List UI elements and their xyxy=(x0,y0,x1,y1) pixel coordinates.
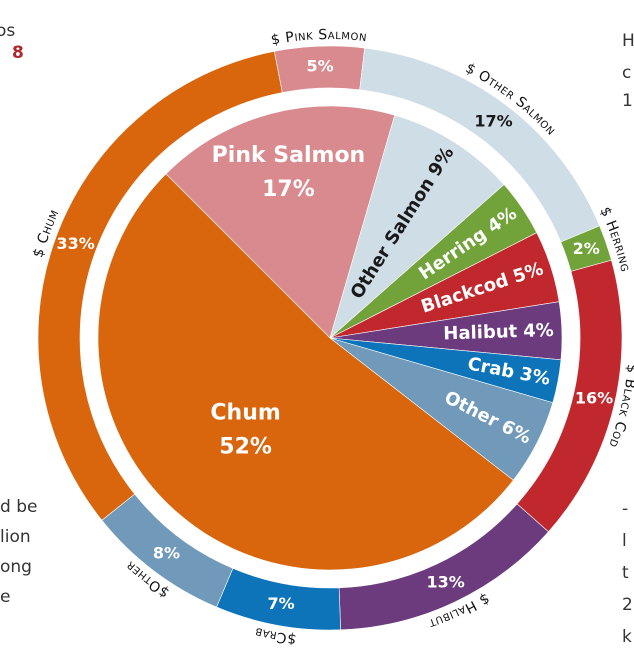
donut-segment xyxy=(37,51,283,521)
fragment: k xyxy=(622,627,632,647)
segment-value: 17% xyxy=(474,111,512,130)
segment-name: $ Pink Salmon xyxy=(270,27,368,49)
segment-value: 16% xyxy=(575,389,613,408)
fragment: e xyxy=(0,587,10,607)
pie-slice xyxy=(97,173,514,571)
segment-value: 13% xyxy=(426,573,464,592)
slice-label: Halibut 4% xyxy=(443,320,554,344)
fragment: 8 xyxy=(12,43,24,63)
fragment: t xyxy=(622,563,629,583)
fragment: H xyxy=(622,31,634,51)
fragment: ong xyxy=(0,557,32,577)
slice-label: Chum xyxy=(210,401,280,426)
slice-label: Pink Salmon xyxy=(212,143,366,168)
fragment: c xyxy=(622,63,631,83)
segment-value: 5% xyxy=(307,57,334,76)
segment-value: 8% xyxy=(153,544,180,563)
segment-name-path: $ Pink Salmon xyxy=(270,27,368,49)
slice-value: 4% xyxy=(523,320,554,342)
fragment: 2 xyxy=(622,595,633,615)
segment-value: 2% xyxy=(573,239,600,258)
fragment: lion xyxy=(0,527,31,547)
fragment: l xyxy=(622,531,627,551)
pie-slice xyxy=(165,105,396,339)
pie-slice xyxy=(329,114,505,339)
slice-name: Halibut xyxy=(443,321,518,344)
fragment: d be xyxy=(0,497,37,517)
fragment: os xyxy=(0,21,15,41)
slice-value: 52% xyxy=(219,435,272,460)
slice-value: 17% xyxy=(262,177,315,202)
segment-value: 7% xyxy=(268,594,295,613)
fragment: 1 xyxy=(622,91,633,111)
fragment: - xyxy=(622,499,628,519)
segment-value: 33% xyxy=(57,234,95,253)
